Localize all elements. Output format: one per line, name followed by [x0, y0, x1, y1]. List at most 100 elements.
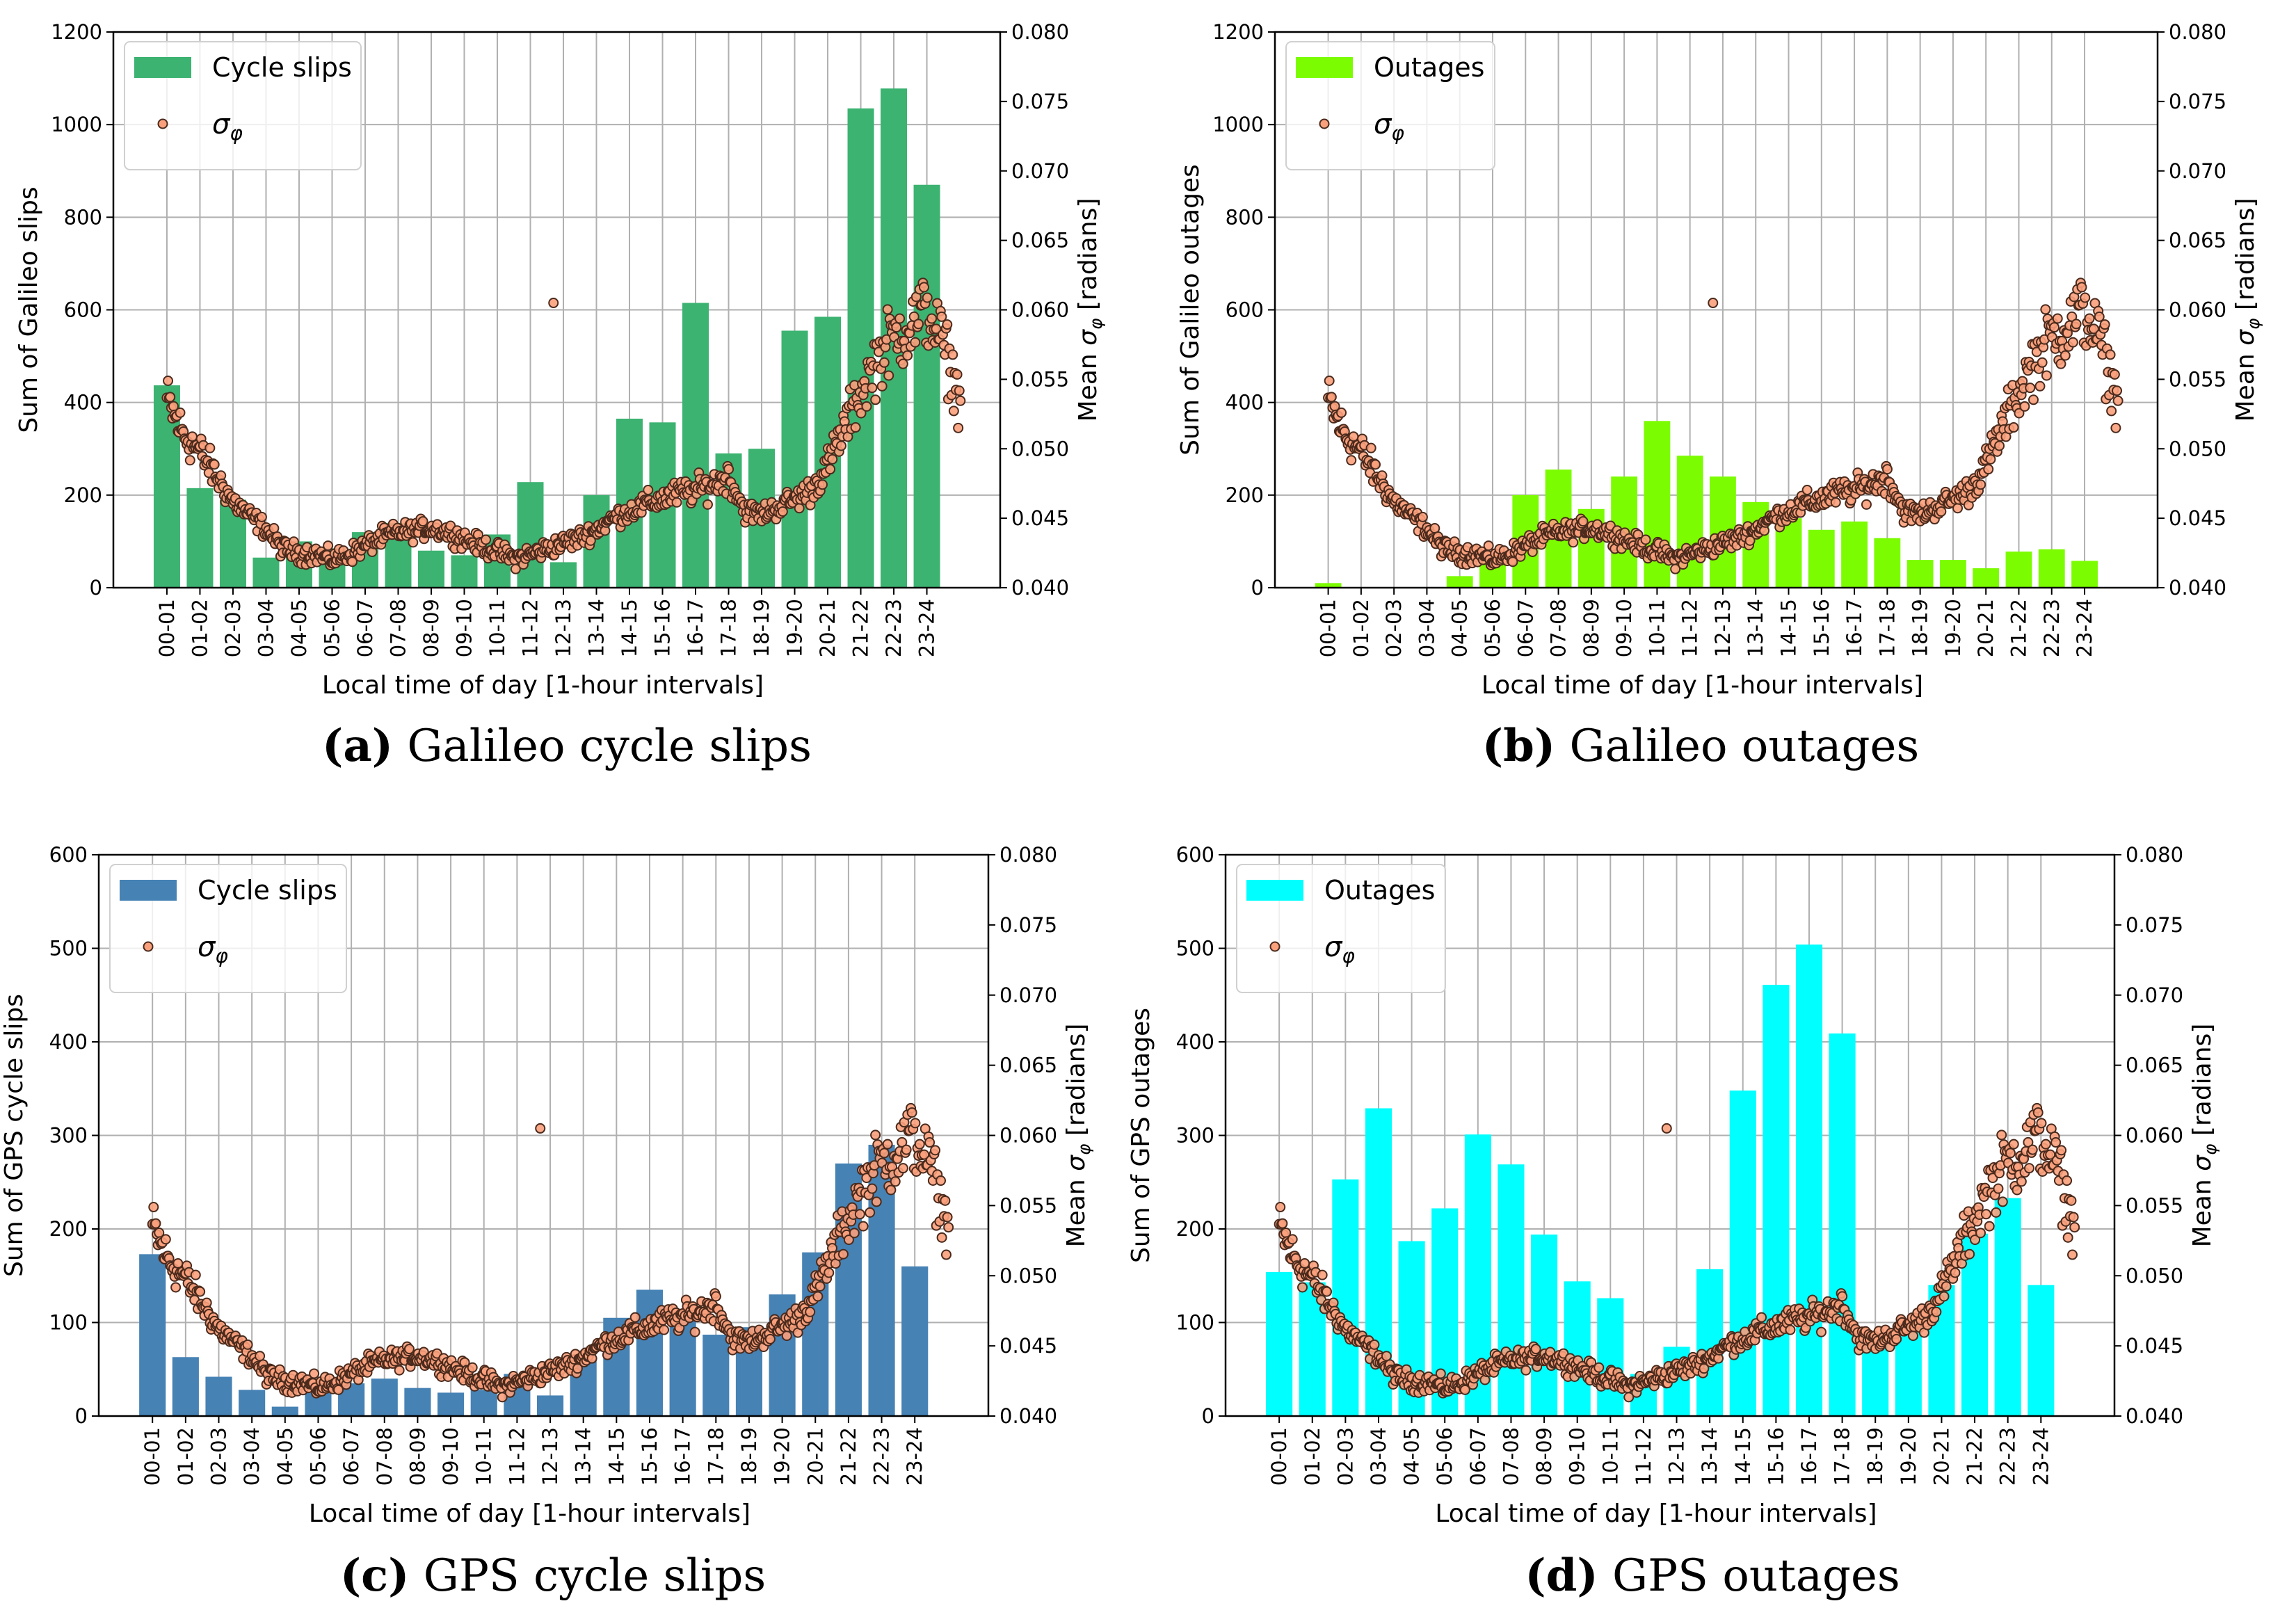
sigma-point — [854, 1209, 865, 1220]
sigma-point — [497, 1392, 508, 1403]
bar-23-24 — [2071, 561, 2098, 588]
x-tick-label: 14-15 — [1731, 1427, 1755, 1486]
sigma-point — [943, 1222, 954, 1233]
sigma-point — [897, 1163, 908, 1174]
sigma-point — [2112, 395, 2124, 406]
sigma-point — [954, 385, 965, 396]
sigma-point — [867, 383, 878, 394]
x-tick-label: 13-14 — [585, 599, 609, 657]
y-tick-label: 600 — [1226, 298, 1264, 322]
sigma-point — [2106, 405, 2117, 417]
x-tick-label: 00-01 — [1267, 1427, 1291, 1486]
sigma-point — [1370, 459, 1381, 470]
y2-tick-label: 0.070 — [999, 983, 1057, 1007]
x-tick-label: 09-10 — [1612, 599, 1636, 657]
caption-label: (b) — [1482, 720, 1556, 772]
bar-22-23 — [1994, 1198, 2021, 1416]
chart-c: 0 100 200 300 400 500 600 0.040 0.045 0.050 0.055 0… — [0, 843, 1094, 1528]
x-axis-label: Local time of day [1-hour intervals] — [1482, 671, 1923, 700]
sigma-point — [817, 479, 828, 490]
y2-tick-label: 0.080 — [999, 843, 1057, 867]
bar-08-09 — [1531, 1235, 1558, 1416]
bar-01-02 — [172, 1357, 199, 1416]
x-tick-label: 01-02 — [174, 1427, 198, 1486]
sigma-point — [2056, 1145, 2067, 1156]
y-axis-label: Sum of Galileo slips — [15, 186, 43, 433]
bar-07-08 — [371, 1378, 398, 1416]
sigma-point — [871, 1196, 882, 1207]
sigma-point — [906, 1107, 917, 1118]
x-tick-label: 18-19 — [1863, 1427, 1887, 1486]
sigma-point — [2060, 350, 2071, 361]
x-tick-label: 03-04 — [240, 1427, 264, 1486]
sigma-point — [1348, 431, 1359, 442]
sigma-point — [1483, 540, 1494, 552]
sigma-point — [1287, 1234, 1298, 1245]
x-tick-label: 12-13 — [538, 1427, 562, 1486]
sigma-point — [953, 422, 964, 433]
y2-tick-label: 0.075 — [2126, 913, 2183, 937]
sigma-point — [910, 1118, 921, 1129]
sigma-point — [891, 322, 902, 333]
y2-tick-label: 0.040 — [999, 1404, 1057, 1428]
legend-label-sigma: σφ — [1374, 108, 1404, 145]
sigma-point — [535, 1123, 546, 1134]
sigma-point — [394, 1365, 405, 1376]
sigma-point — [1936, 506, 1947, 517]
legend-label-bars: Cycle slips — [212, 52, 352, 83]
x-axis-label: Local time of day [1-hour intervals] — [1435, 1500, 1877, 1528]
x-tick-label: 20-21 — [1929, 1427, 1953, 1486]
sigma-point — [910, 337, 921, 348]
sigma-point — [1830, 497, 1841, 508]
sigma-point — [850, 422, 861, 433]
legend-label-bars: Cycle slips — [198, 875, 337, 906]
y2-axis-label: Mean σφ [radians] — [1074, 198, 1106, 422]
chart-a: 0 200 400 600 800 1000 1200 0.040 0.045 0.050 0.05… — [15, 20, 1106, 700]
legend-bar-swatch — [1296, 57, 1353, 78]
x-tick-label: 03-04 — [254, 599, 278, 657]
sigma-point — [814, 1280, 826, 1292]
sigma-point — [1991, 1207, 2002, 1218]
sigma-point — [924, 1137, 936, 1148]
legend-bar-swatch — [120, 880, 177, 901]
sigma-point — [1417, 511, 1428, 522]
sigma-point — [1324, 376, 1335, 387]
sigma-point — [1907, 1330, 1918, 1342]
x-tick-label: 00-01 — [141, 1427, 164, 1486]
sigma-point — [481, 534, 492, 545]
sigma-point — [2080, 292, 2091, 303]
legend-bar-swatch — [1246, 880, 1303, 901]
sigma-point — [914, 1139, 925, 1150]
sigma-point — [1931, 1306, 1942, 1317]
x-tick-label: 22-23 — [1996, 1427, 2020, 1486]
sigma-point — [876, 380, 888, 392]
sigma-point — [2023, 1163, 2034, 1174]
bar-15-16 — [1808, 529, 1835, 588]
y2-axis-label: Mean σφ [radians] — [2231, 198, 2263, 422]
sigma-point — [918, 282, 929, 293]
x-tick-label: 12-13 — [1665, 1427, 1689, 1486]
sigma-point — [2049, 322, 2060, 333]
sigma-point — [195, 1286, 206, 1297]
x-tick-label: 11-12 — [518, 599, 542, 657]
sigma-point — [919, 1149, 930, 1160]
y2-tick-label: 0.075 — [2169, 90, 2226, 113]
y2-tick-label: 0.070 — [2169, 159, 2226, 183]
sigma-point — [897, 358, 908, 369]
x-tick-label: 20-21 — [1974, 599, 1998, 657]
sigma-point — [2071, 319, 2082, 330]
sigma-point — [2088, 323, 2099, 335]
sigma-point — [922, 292, 933, 303]
sigma-point — [1299, 1258, 1310, 1269]
sigma-point — [2019, 401, 2030, 412]
sigma-point — [1336, 407, 1347, 418]
sigma-point — [1993, 1183, 2004, 1194]
x-tick-label: 10-11 — [485, 599, 509, 657]
caption-a: (a) Galileo cycle slips — [322, 720, 812, 772]
sigma-point — [323, 540, 334, 552]
sigma-point — [2069, 1222, 2080, 1233]
sigma-point — [2068, 1212, 2079, 1223]
sigma-point — [309, 1368, 320, 1379]
sigma-point — [2094, 311, 2105, 322]
y2-tick-label: 0.050 — [1011, 437, 1069, 460]
